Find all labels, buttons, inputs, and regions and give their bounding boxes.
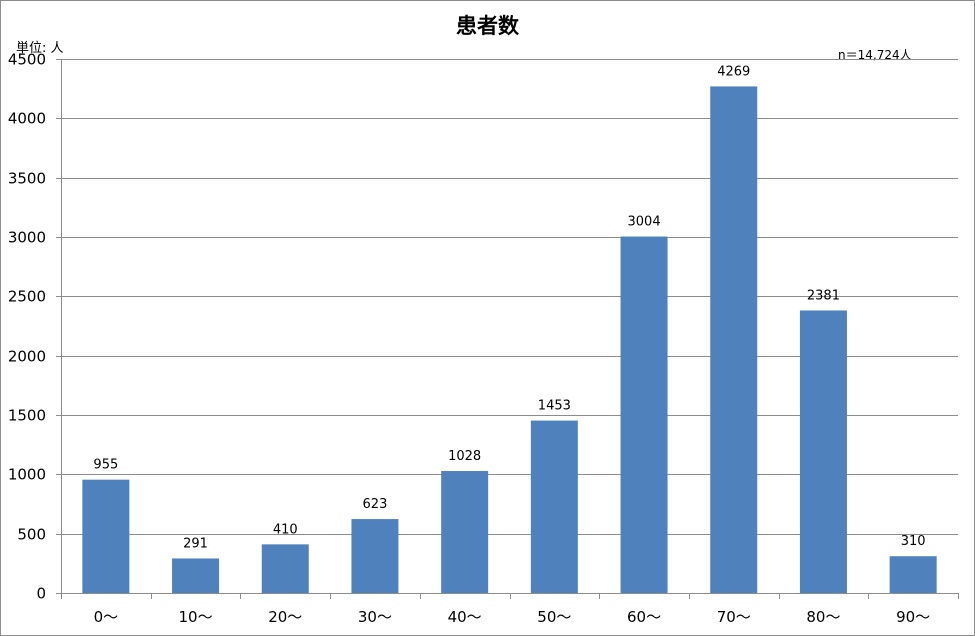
bar-5: [530, 420, 578, 593]
x-tick-label-8: 80～: [806, 608, 840, 626]
y-tick-label: 2000: [8, 348, 46, 366]
bar-7: [710, 86, 758, 594]
bar-layer: [82, 86, 937, 594]
data-label-4: 1028: [448, 449, 481, 464]
data-label-9: 310: [901, 534, 926, 549]
y-tick-label: 500: [17, 526, 46, 544]
unit-label: 単位: 人: [16, 41, 64, 56]
x-tick-label-2: 20～: [268, 608, 302, 626]
data-label-2: 410: [273, 522, 298, 537]
y-tick-label: 4500: [8, 51, 46, 69]
axis-layer: [56, 59, 959, 599]
y-tick-label: 4000: [8, 110, 46, 128]
bar-8: [799, 310, 847, 593]
y-tick-label: 3000: [8, 229, 46, 247]
bar-9: [889, 556, 937, 593]
label-layer: 0 500 1000 1500 2000 2500 3000 3500 4000 4500 955 0…: [8, 51, 930, 627]
sample-size-annotation: n＝14,724人: [838, 48, 912, 62]
x-tick-label-9: 90～: [896, 608, 930, 626]
bar-0: [82, 479, 130, 593]
y-tick-label: 3500: [8, 170, 46, 188]
bar-1: [172, 558, 220, 593]
x-tick-label-1: 10～: [179, 608, 213, 626]
y-tick-label: 1500: [8, 407, 46, 425]
data-label-1: 291: [183, 536, 208, 551]
y-tick-label: 1000: [8, 466, 46, 484]
bar-2: [261, 544, 309, 593]
data-label-8: 2381: [807, 288, 840, 303]
x-tick-label-3: 30～: [358, 608, 392, 626]
data-label-6: 3004: [628, 215, 661, 230]
y-tick-label: 2500: [8, 288, 46, 306]
x-tick-label-6: 60～: [627, 608, 661, 626]
bar-4: [441, 471, 489, 593]
x-tick-label-0: 0～: [94, 608, 119, 626]
y-tick-label: 0: [36, 585, 46, 603]
chart-title: 患者数: [456, 14, 519, 38]
data-label-3: 623: [363, 497, 388, 512]
data-label-0: 955: [93, 458, 118, 473]
x-tick-label-7: 70～: [717, 608, 751, 626]
x-tick-label-5: 50～: [537, 608, 571, 626]
x-tick-label-4: 40～: [448, 608, 482, 626]
data-label-5: 1453: [538, 399, 571, 414]
data-label-7: 4269: [717, 64, 750, 79]
bar-3: [351, 519, 399, 593]
bar-6: [620, 236, 668, 593]
